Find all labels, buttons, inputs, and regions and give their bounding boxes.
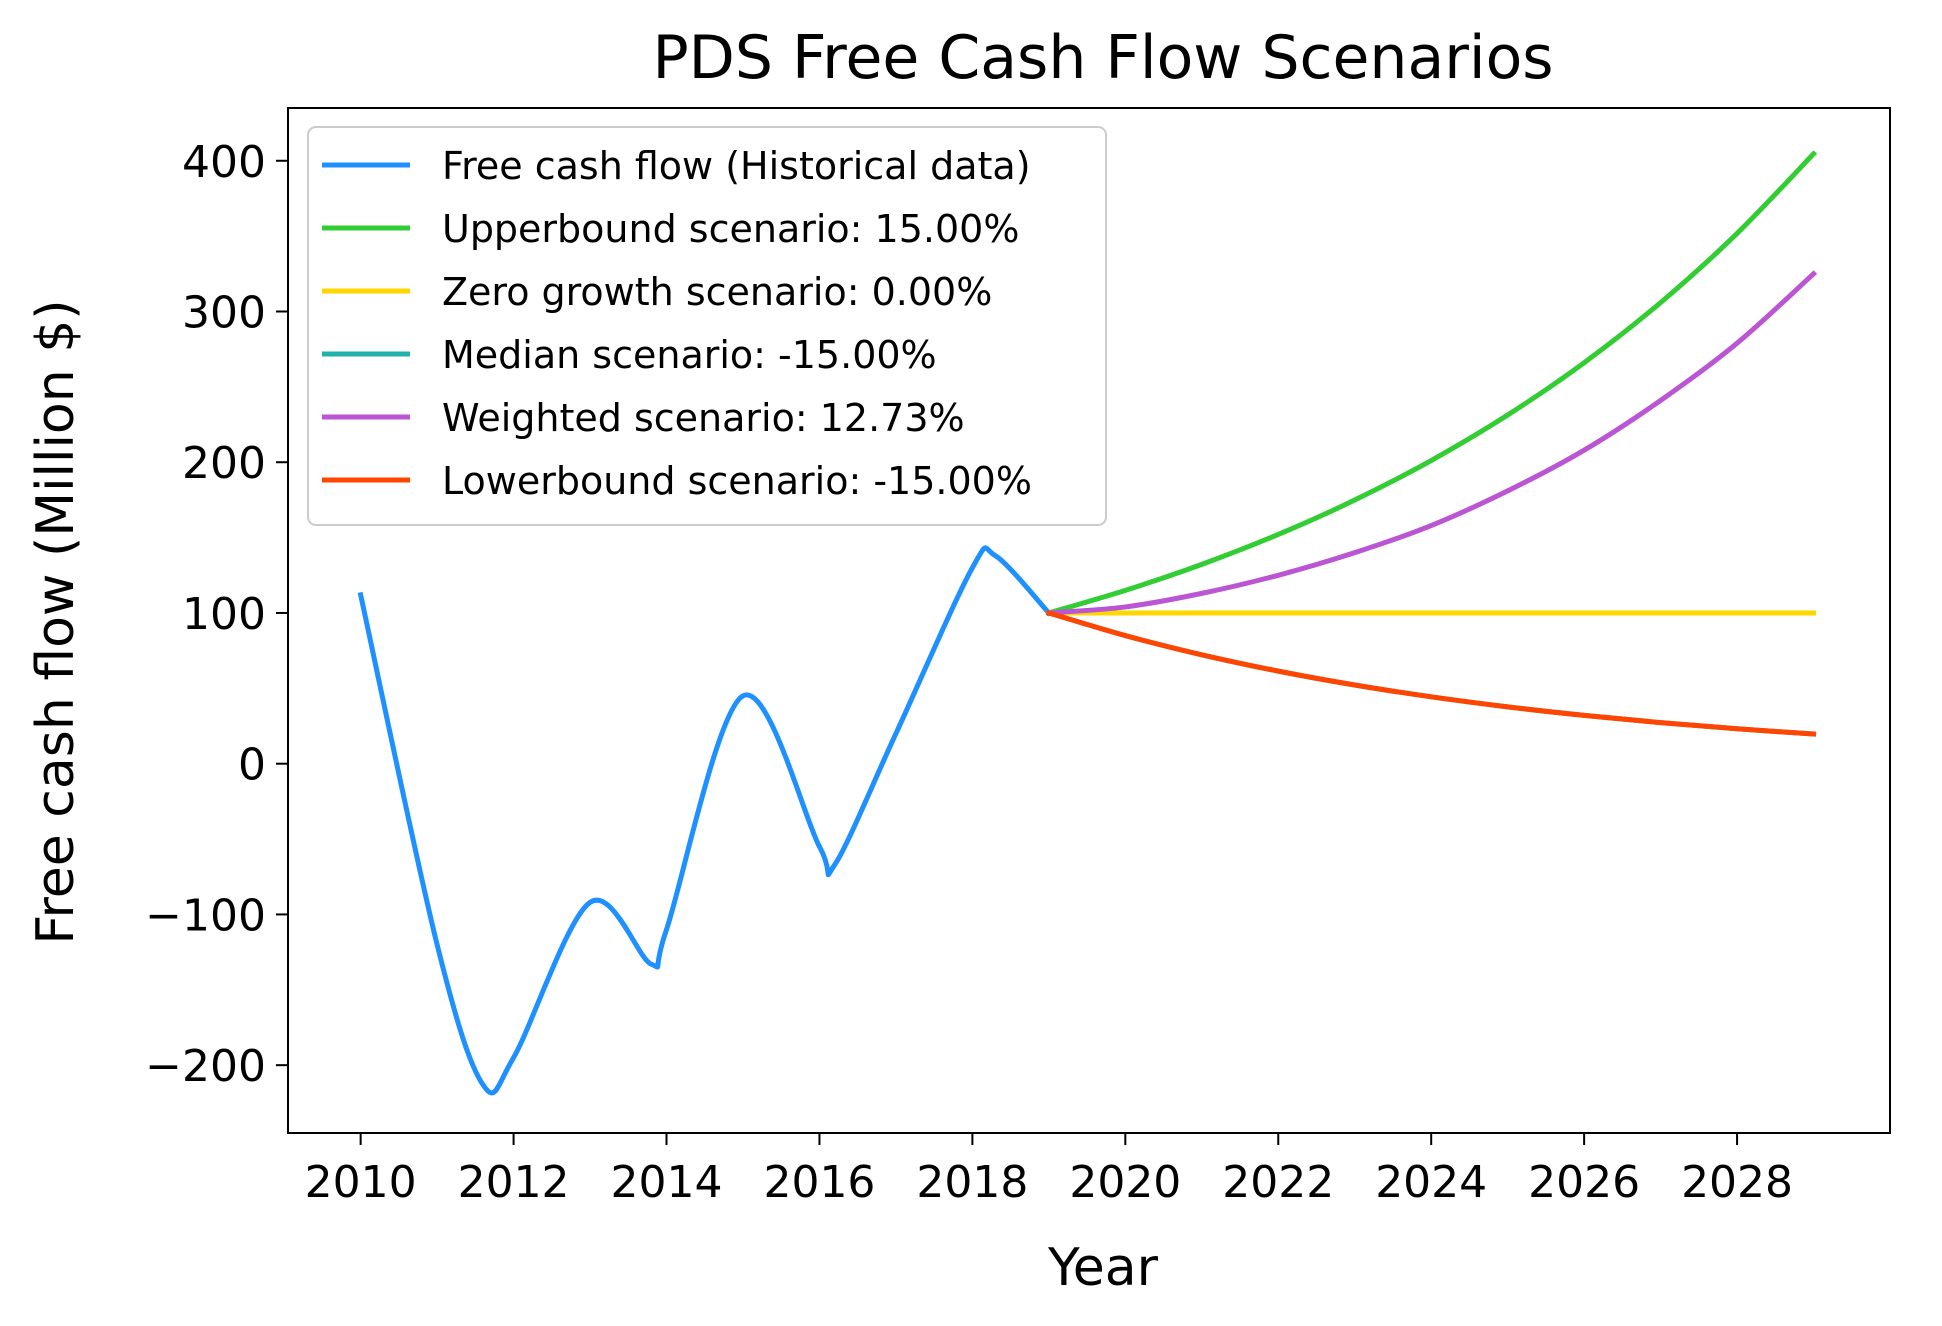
x-tick-label: 2024 <box>1375 1157 1487 1208</box>
series-line-1 <box>1045 150 1818 617</box>
x-tick-label: 2020 <box>1069 1157 1181 1208</box>
chart-title: PDS Free Cash Flow Scenarios <box>652 23 1553 93</box>
y-tick-label: 0 <box>238 740 266 791</box>
legend-entry-label: Free cash flow (Historical data) <box>442 144 1031 188</box>
x-tick-label: 2016 <box>763 1157 875 1208</box>
x-tick-label: 2028 <box>1681 1157 1793 1208</box>
legend-entry-label: Weighted scenario: 12.73% <box>442 396 965 440</box>
x-tick-label: 2014 <box>611 1157 723 1208</box>
series-line-5 <box>1045 609 1817 737</box>
legend-entry-label: Lowerbound scenario: -15.00% <box>442 459 1032 503</box>
x-tick-label: 2010 <box>305 1157 417 1208</box>
legend-entry-label: Upperbound scenario: 15.00% <box>442 207 1019 251</box>
y-tick-label: 400 <box>182 137 266 188</box>
x-tick-label: 2026 <box>1528 1157 1640 1208</box>
legend-box <box>307 126 1107 526</box>
legend: Free cash flow (Historical data) Upperbou… <box>307 126 1107 526</box>
ticks-layer: 2010 2012 2014 2016 2018 2020 2022 2024 2026 2028… <box>145 137 1793 1208</box>
series-line-4 <box>1046 270 1818 616</box>
legend-entry-label: Zero growth scenario: 0.00% <box>442 270 992 314</box>
plot-area-frame <box>287 107 1891 1134</box>
y-tick-label: 300 <box>182 287 266 338</box>
legend-entry-label: Median scenario: -15.00% <box>442 333 937 377</box>
x-axis-label: Year <box>1047 1238 1159 1298</box>
x-tick-label: 2022 <box>1222 1157 1334 1208</box>
series-layer <box>357 150 1818 1096</box>
y-tick-label: 200 <box>182 438 266 489</box>
y-tick-label: 100 <box>182 589 266 640</box>
x-tick-label: 2012 <box>458 1157 570 1208</box>
y-tick-label: −100 <box>145 890 266 941</box>
y-tick-label: −200 <box>145 1041 266 1092</box>
y-axis-label: Free cash flow (Million $) <box>26 299 86 944</box>
series-line-0 <box>357 545 1053 1096</box>
x-tick-label: 2018 <box>916 1157 1028 1208</box>
